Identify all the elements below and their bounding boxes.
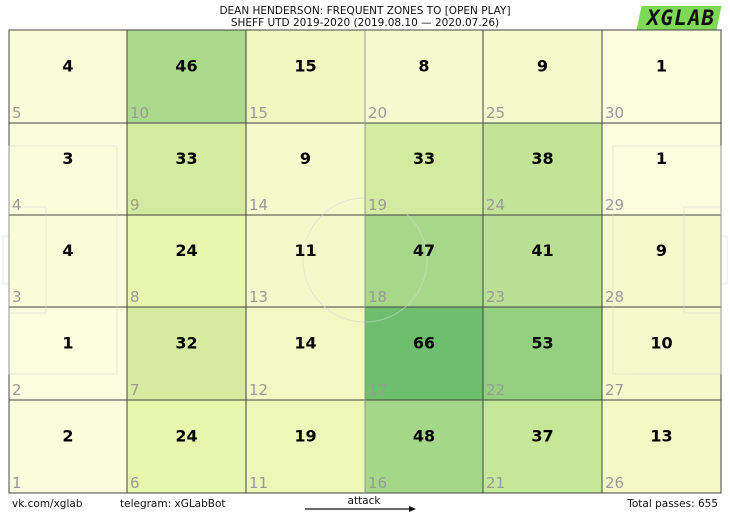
- zone-number-15: 15: [249, 104, 268, 122]
- zone-value-3: 4: [62, 241, 73, 260]
- zone-value-25: 9: [537, 57, 548, 76]
- zone-number-2: 2: [12, 381, 22, 399]
- zone-cell-11: [245, 399, 366, 494]
- zone-cell-10: [126, 29, 247, 124]
- zone-value-19: 33: [413, 149, 435, 168]
- zone-number-28: 28: [605, 288, 624, 306]
- chart-title: DEAN HENDERSON: FREQUENT ZONES TO [OPEN …: [219, 5, 511, 17]
- zone-value-2: 1: [62, 334, 73, 353]
- attack-label: attack: [347, 495, 381, 507]
- zone-value-15: 15: [294, 57, 316, 76]
- zone-number-16: 16: [368, 474, 387, 492]
- zone-cell-12: [245, 306, 366, 401]
- pitch-markings: [2, 30, 728, 493]
- zone-cell-15: [245, 29, 366, 124]
- zone-value-28: 9: [656, 241, 667, 260]
- heatmap-labels: 4546101515820925130343399143319382412943…: [12, 57, 673, 493]
- zone-cell-19: [364, 122, 484, 216]
- zone-value-17: 66: [413, 334, 435, 353]
- zone-number-17: 17: [368, 381, 387, 399]
- zone-number-7: 7: [130, 381, 140, 399]
- zone-cell-8: [126, 214, 247, 308]
- zone-value-13: 11: [294, 241, 316, 260]
- zone-value-29: 1: [656, 149, 667, 168]
- zone-value-30: 1: [656, 57, 667, 76]
- zone-number-1: 1: [12, 474, 22, 492]
- zone-number-10: 10: [130, 104, 149, 122]
- zone-cell-22: [482, 306, 603, 401]
- zone-value-21: 37: [531, 427, 553, 446]
- zone-cell-1: [8, 399, 128, 494]
- zone-number-5: 5: [12, 104, 22, 122]
- zone-value-1: 2: [62, 427, 73, 446]
- zone-number-24: 24: [486, 196, 505, 214]
- zone-number-29: 29: [605, 196, 624, 214]
- zone-cell-30: [601, 29, 722, 124]
- zone-value-9: 33: [175, 149, 197, 168]
- zone-number-18: 18: [368, 288, 387, 306]
- zone-value-27: 10: [650, 334, 672, 353]
- zone-cell-9: [126, 122, 247, 216]
- zone-cell-3: [8, 214, 128, 308]
- zone-number-3: 3: [12, 288, 22, 306]
- zone-value-16: 48: [413, 427, 435, 446]
- logo-text: XGLAB: [646, 6, 716, 30]
- footer-vk-link[interactable]: vk.com/xglab: [12, 498, 83, 510]
- zone-cell-4: [8, 122, 128, 216]
- zone-cell-21: [482, 399, 603, 494]
- chart-subtitle: SHEFF UTD 2019-2020 (2019.08.10 — 2020.0…: [230, 17, 500, 29]
- zone-value-6: 24: [175, 427, 197, 446]
- zone-number-22: 22: [486, 381, 505, 399]
- zone-value-26: 13: [650, 427, 672, 446]
- zone-number-4: 4: [12, 196, 22, 214]
- zone-value-8: 24: [175, 241, 197, 260]
- zone-number-8: 8: [130, 288, 140, 306]
- footer-telegram[interactable]: telegram: xGLabBot: [120, 498, 226, 510]
- zone-value-7: 32: [175, 334, 197, 353]
- zone-value-4: 3: [62, 149, 73, 168]
- zone-number-23: 23: [486, 288, 505, 306]
- zone-value-23: 41: [531, 241, 553, 260]
- zone-value-22: 53: [531, 334, 553, 353]
- zone-number-26: 26: [605, 474, 624, 492]
- zone-number-11: 11: [249, 474, 268, 492]
- zone-cell-16: [364, 399, 484, 494]
- zone-value-18: 47: [413, 241, 435, 260]
- zone-number-25: 25: [486, 104, 505, 122]
- zone-number-27: 27: [605, 381, 624, 399]
- zone-number-21: 21: [486, 474, 505, 492]
- zone-cell-24: [482, 122, 603, 216]
- heatmap-cells: [8, 29, 722, 494]
- zone-cell-5: [8, 29, 128, 124]
- zone-number-13: 13: [249, 288, 268, 306]
- zone-number-6: 6: [130, 474, 140, 492]
- zone-value-12: 14: [294, 334, 316, 353]
- zone-number-14: 14: [249, 196, 268, 214]
- zone-number-9: 9: [130, 196, 140, 214]
- zone-value-10: 46: [175, 57, 197, 76]
- zone-cell-2: [8, 306, 128, 401]
- zone-value-5: 4: [62, 57, 73, 76]
- total-passes: Total passes: 655: [627, 498, 718, 510]
- zone-value-24: 38: [531, 149, 553, 168]
- zone-cell-6: [126, 399, 247, 494]
- zone-cell-29: [601, 122, 722, 216]
- zone-number-19: 19: [368, 196, 387, 214]
- zone-cell-13: [245, 214, 366, 308]
- zone-value-11: 19: [294, 427, 316, 446]
- zone-value-14: 9: [300, 149, 311, 168]
- zone-number-12: 12: [249, 381, 268, 399]
- zone-cell-25: [482, 29, 603, 124]
- attack-arrow-icon: [305, 506, 416, 512]
- zone-number-20: 20: [368, 104, 387, 122]
- zone-cell-14: [245, 122, 366, 216]
- zone-number-30: 30: [605, 104, 624, 122]
- zone-cell-23: [482, 214, 603, 308]
- zone-cell-26: [601, 399, 722, 494]
- zone-value-20: 8: [418, 57, 429, 76]
- zone-cell-7: [126, 306, 247, 401]
